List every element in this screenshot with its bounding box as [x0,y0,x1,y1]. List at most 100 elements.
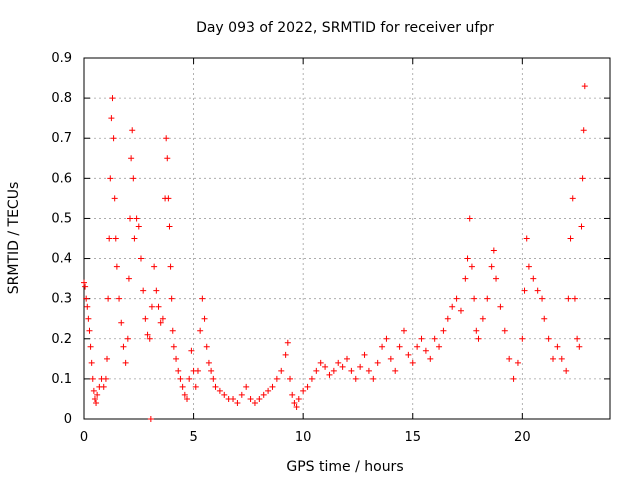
data-point [94,391,101,398]
data-point [344,355,350,362]
data-point [284,339,291,346]
data-point [313,367,320,374]
data-point [287,375,294,382]
data-point [247,395,254,402]
data-point [210,375,217,382]
data-point [501,327,508,334]
data-point [457,307,464,314]
x-tick-label: 15 [404,430,421,445]
data-point [339,363,346,370]
data-point [122,359,129,366]
data-point [128,155,135,162]
data-point [147,416,154,422]
data-point [133,215,140,222]
data-point [506,355,513,362]
data-point [374,359,381,366]
data-point [131,235,138,242]
data-point [379,343,386,350]
data-point [155,303,162,310]
data-point [431,335,438,342]
data-point [550,355,557,362]
x-tick-label: 5 [189,430,197,445]
data-point [140,287,147,294]
data-point [110,135,117,142]
data-point [159,315,166,322]
axis-ticks: 0 0.1 0.2 0.3 0.4 0.5 0.6 0.7 0.8 0.9 0 5 10 15 20 [51,51,610,445]
data-point [357,363,364,370]
data-point [300,387,307,394]
data-point [554,343,561,350]
data-point [186,375,193,382]
y-tick-label: 0.8 [51,91,72,106]
data-point [124,335,131,342]
data-point [93,399,100,406]
data-point [471,295,478,302]
data-point [396,343,403,350]
data-point [201,315,208,322]
data-point [146,335,153,342]
data-point [335,359,342,366]
y-tick-label: 0.3 [51,292,72,307]
y-axis-label: SRMTID / TECUs [6,182,22,295]
data-point [400,327,407,334]
data-point [282,351,289,358]
data-point [107,175,114,182]
data-point [100,383,107,390]
data-point [563,367,570,374]
data-point [157,319,164,326]
data-point [265,387,272,394]
data-point [488,263,495,270]
data-point [208,367,215,374]
data-point [414,343,421,350]
data-point [579,175,586,182]
data-point [192,383,199,390]
y-tick-label: 0.1 [51,372,72,387]
data-point [85,315,92,322]
data-point [558,355,565,362]
data-point [565,295,572,302]
data-point [521,287,528,294]
data-point [291,399,298,406]
data-point [243,383,250,390]
data-point [194,367,201,374]
y-tick-label: 0.2 [51,332,72,347]
data-point [278,367,285,374]
data-point [530,275,537,282]
data-point [197,327,204,334]
data-point [308,375,315,382]
data-point [571,295,578,302]
data-point [112,235,119,242]
data-point [436,343,443,350]
data-point [418,335,425,342]
data-point [137,255,144,262]
data-point [188,347,195,354]
data-point [330,367,337,374]
data-point [484,295,491,302]
data-point [116,295,123,302]
data-point [525,263,532,270]
data-point [91,395,98,402]
data-point [348,367,355,374]
data-point [87,343,94,350]
data-point [569,195,576,202]
data-point [164,155,171,162]
data-point [392,367,399,374]
data-point [234,399,241,406]
data-point [523,235,530,242]
data-point [181,391,188,398]
data-point [444,315,451,322]
data-point [534,287,541,294]
data-point [574,335,581,342]
data-point [269,383,276,390]
data-point [273,375,280,382]
data-point [440,327,447,334]
data-points [81,83,588,422]
data-point [118,319,125,326]
data-point [175,367,182,374]
data-point [473,327,480,334]
data-point [352,375,359,382]
data-point [514,359,521,366]
data-point [168,295,175,302]
chart-title: Day 093 of 2022, SRMTID for receiver ufp… [196,20,494,36]
x-tick-label: 0 [80,430,88,445]
